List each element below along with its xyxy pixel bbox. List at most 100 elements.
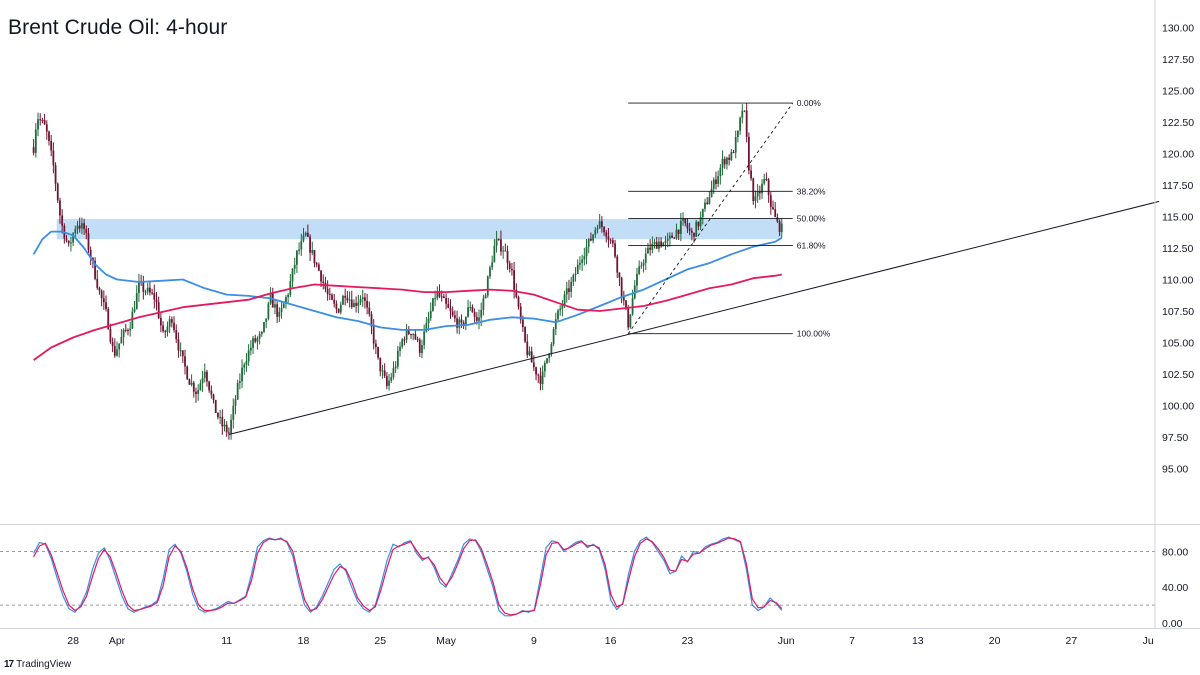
candle-down[interactable] bbox=[618, 272, 621, 278]
candle-up[interactable] bbox=[701, 208, 704, 218]
candle-up[interactable] bbox=[234, 399, 237, 406]
candle-up[interactable] bbox=[662, 242, 665, 247]
candle-up[interactable] bbox=[223, 424, 226, 427]
candle-up[interactable] bbox=[304, 232, 307, 236]
candle-up[interactable] bbox=[761, 183, 763, 194]
candle-down[interactable] bbox=[732, 152, 735, 154]
candle-up[interactable] bbox=[548, 353, 551, 359]
candle-up[interactable] bbox=[491, 262, 494, 268]
candle-up[interactable] bbox=[550, 344, 553, 354]
candle-down[interactable] bbox=[521, 319, 524, 328]
candle-up[interactable] bbox=[644, 253, 647, 263]
candle-down[interactable] bbox=[671, 235, 673, 238]
candle-up[interactable] bbox=[458, 319, 461, 328]
candle-down[interactable] bbox=[673, 237, 676, 239]
candle-down[interactable] bbox=[449, 307, 452, 312]
candle-down[interactable] bbox=[776, 217, 779, 222]
candle-down[interactable] bbox=[48, 131, 50, 142]
candle-down[interactable] bbox=[61, 215, 64, 226]
candle-up[interactable] bbox=[131, 311, 134, 329]
candle-up[interactable] bbox=[594, 229, 597, 235]
candle-down[interactable] bbox=[94, 260, 96, 279]
candle-up[interactable] bbox=[559, 308, 562, 311]
candle-up[interactable] bbox=[668, 235, 671, 239]
candle-up[interactable] bbox=[546, 358, 548, 363]
candle-down[interactable] bbox=[519, 306, 522, 320]
candle-down[interactable] bbox=[54, 165, 57, 184]
candle-down[interactable] bbox=[447, 303, 450, 308]
candle-up[interactable] bbox=[708, 197, 711, 204]
candle-down[interactable] bbox=[254, 338, 257, 342]
candle-down[interactable] bbox=[769, 195, 772, 208]
candle-down[interactable] bbox=[184, 356, 186, 367]
candle-down[interactable] bbox=[532, 362, 535, 368]
candle-down[interactable] bbox=[445, 298, 447, 304]
candle-up[interactable] bbox=[482, 298, 485, 310]
candle-down[interactable] bbox=[109, 329, 112, 342]
fib-retracement-layer[interactable]: 0.00% 38.20% 50.00% 61.80% 100.00% bbox=[627, 98, 831, 339]
candle-up[interactable] bbox=[236, 383, 239, 400]
candle-down[interactable] bbox=[772, 207, 774, 210]
candle-down[interactable] bbox=[500, 239, 502, 252]
candle-up[interactable] bbox=[197, 390, 200, 395]
candle-up[interactable] bbox=[579, 262, 581, 265]
candle-down[interactable] bbox=[774, 209, 777, 218]
candle-up[interactable] bbox=[565, 288, 568, 295]
candle-down[interactable] bbox=[473, 312, 476, 317]
candle-down[interactable] bbox=[102, 298, 105, 303]
candle-down[interactable] bbox=[335, 303, 338, 309]
candle-up[interactable] bbox=[274, 304, 276, 308]
candle-up[interactable] bbox=[436, 291, 439, 299]
candle-down[interactable] bbox=[440, 296, 443, 298]
candle-down[interactable] bbox=[67, 240, 70, 244]
candle-up[interactable] bbox=[256, 338, 259, 342]
candle-down[interactable] bbox=[221, 416, 224, 427]
candle-up[interactable] bbox=[249, 347, 252, 351]
candle-up[interactable] bbox=[704, 202, 706, 209]
candle-up[interactable] bbox=[638, 266, 641, 274]
candle-up[interactable] bbox=[298, 249, 301, 251]
candle-up[interactable] bbox=[280, 307, 283, 313]
resistance-zone[interactable] bbox=[56, 219, 782, 240]
candle-up[interactable] bbox=[265, 318, 268, 322]
candle-down[interactable] bbox=[306, 232, 309, 237]
candle-down[interactable] bbox=[151, 292, 154, 294]
candle-down[interactable] bbox=[460, 319, 463, 323]
candle-up[interactable] bbox=[122, 329, 125, 338]
candle-down[interactable] bbox=[43, 119, 46, 125]
candle-down[interactable] bbox=[715, 179, 717, 184]
candle-up[interactable] bbox=[480, 309, 483, 318]
candle-down[interactable] bbox=[85, 228, 88, 234]
candle-up[interactable] bbox=[710, 188, 713, 198]
candle-up[interactable] bbox=[666, 238, 669, 241]
candle-up[interactable] bbox=[129, 328, 132, 331]
candle-up[interactable] bbox=[359, 299, 362, 303]
candle-down[interactable] bbox=[451, 311, 454, 316]
candle-up[interactable] bbox=[780, 223, 783, 233]
candle-down[interactable] bbox=[344, 295, 347, 298]
candle-up[interactable] bbox=[258, 334, 261, 339]
candle-down[interactable] bbox=[688, 228, 691, 231]
candle-up[interactable] bbox=[70, 242, 72, 244]
candle-up[interactable] bbox=[118, 343, 121, 350]
candle-down[interactable] bbox=[206, 371, 208, 382]
candle-up[interactable] bbox=[563, 294, 566, 305]
candle-down[interactable] bbox=[609, 239, 612, 241]
candle-down[interactable] bbox=[697, 221, 700, 227]
candle-down[interactable] bbox=[149, 287, 151, 293]
candle-down[interactable] bbox=[526, 341, 529, 356]
candle-down[interactable] bbox=[87, 233, 90, 250]
candle-up[interactable] bbox=[429, 310, 432, 319]
candle-up[interactable] bbox=[357, 302, 360, 306]
candle-down[interactable] bbox=[56, 183, 59, 201]
candle-up[interactable] bbox=[640, 265, 643, 267]
candle-down[interactable] bbox=[506, 251, 509, 264]
candle-up[interactable] bbox=[743, 110, 746, 112]
candle-up[interactable] bbox=[37, 119, 39, 130]
candle-down[interactable] bbox=[227, 432, 230, 434]
candle-down[interactable] bbox=[686, 223, 689, 229]
candle-down[interactable] bbox=[627, 308, 630, 328]
candle-down[interactable] bbox=[157, 302, 160, 319]
candle-up[interactable] bbox=[664, 240, 667, 243]
candle-up[interactable] bbox=[285, 297, 287, 304]
